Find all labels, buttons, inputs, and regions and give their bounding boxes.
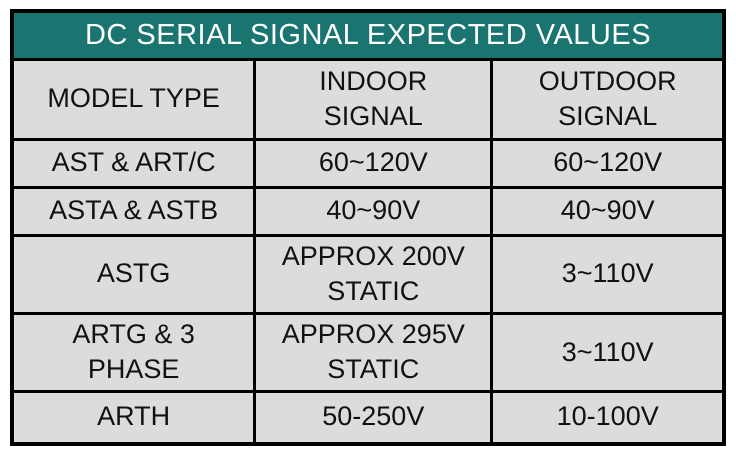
cell-indoor-signal: 60~120V xyxy=(253,137,494,189)
cell-outdoor-signal: 3~110V xyxy=(490,311,722,394)
dc-serial-signal-table: DC SERIAL SIGNAL EXPECTED VALUES MODEL T… xyxy=(10,9,726,446)
table-row: ASTG APPROX 200V STATIC 3~110V xyxy=(14,233,722,315)
cell-model-type: ASTA & ASTB xyxy=(14,185,257,237)
table-title: DC SERIAL SIGNAL EXPECTED VALUES xyxy=(14,13,722,61)
cell-indoor-signal: 50-250V xyxy=(253,390,494,442)
cell-outdoor-signal: 40~90V xyxy=(490,185,722,237)
cell-model-type: ASTG xyxy=(14,233,257,315)
table-row: ARTH 50-250V 10-100V xyxy=(14,390,722,442)
cell-indoor-signal: 40~90V xyxy=(253,185,494,237)
col-header-model-type: MODEL TYPE xyxy=(14,61,257,141)
col-header-outdoor-signal: OUTDOOR SIGNAL xyxy=(490,61,722,141)
cell-model-type: ARTH xyxy=(14,390,257,442)
col-header-indoor-signal: INDOOR SIGNAL xyxy=(253,61,494,141)
cell-outdoor-signal: 10-100V xyxy=(490,390,722,442)
expected-values-table: MODEL TYPE INDOOR SIGNAL OUTDOOR SIGNAL … xyxy=(14,61,722,442)
cell-indoor-signal: APPROX 200V STATIC xyxy=(253,233,494,315)
cell-model-type: AST & ART/C xyxy=(14,137,257,189)
header-row: MODEL TYPE INDOOR SIGNAL OUTDOOR SIGNAL xyxy=(14,61,722,141)
cell-outdoor-signal: 60~120V xyxy=(490,137,722,189)
table-row: ASTA & ASTB 40~90V 40~90V xyxy=(14,185,722,237)
table-row: AST & ART/C 60~120V 60~120V xyxy=(14,137,722,189)
table-row: ARTG & 3 PHASE APPROX 295V STATIC 3~110V xyxy=(14,311,722,394)
cell-outdoor-signal: 3~110V xyxy=(490,233,722,315)
cell-indoor-signal: APPROX 295V STATIC xyxy=(253,311,494,394)
cell-model-type: ARTG & 3 PHASE xyxy=(14,311,257,394)
